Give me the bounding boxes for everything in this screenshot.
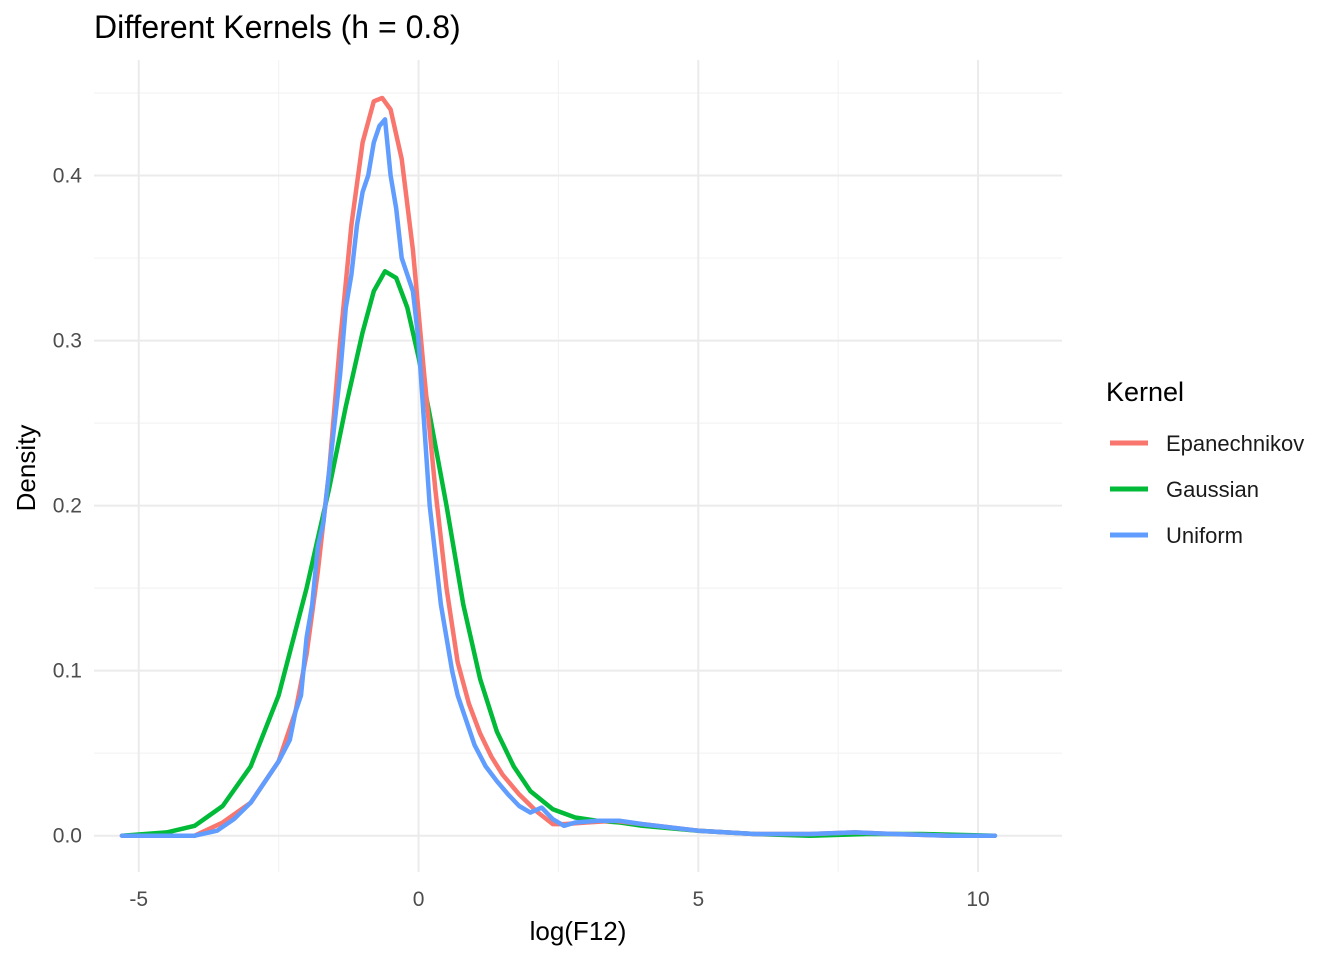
legend-label-uniform: Uniform	[1166, 523, 1243, 548]
grid	[94, 60, 1062, 872]
y-tick-label: 0.1	[53, 660, 82, 683]
y-axis-ticks: 0.0 0.1 0.2 0.3 0.4	[53, 165, 83, 848]
x-axis-ticks: -5 0 5 10	[129, 888, 989, 911]
series-line-uniform	[119, 117, 998, 838]
legend-title: Kernel	[1106, 377, 1184, 407]
series-layer	[119, 95, 998, 838]
x-tick-label: 10	[966, 888, 989, 911]
y-tick-label: 0.2	[53, 495, 82, 518]
chart-title: Different Kernels (h = 0.8)	[94, 9, 461, 45]
x-axis-title: log(F12)	[530, 916, 627, 946]
legend: Kernel Epanechnikov Gaussian Uniform	[1106, 377, 1304, 548]
y-tick-label: 0.0	[53, 825, 82, 848]
legend-label-epanechnikov: Epanechnikov	[1166, 431, 1304, 456]
y-tick-label: 0.4	[53, 165, 83, 188]
legend-label-gaussian: Gaussian	[1166, 477, 1259, 502]
x-tick-label: -5	[129, 888, 148, 911]
y-axis-title: Density	[11, 425, 41, 512]
y-tick-label: 0.3	[53, 330, 82, 353]
x-tick-label: 5	[692, 888, 704, 911]
x-tick-label: 0	[413, 888, 425, 911]
